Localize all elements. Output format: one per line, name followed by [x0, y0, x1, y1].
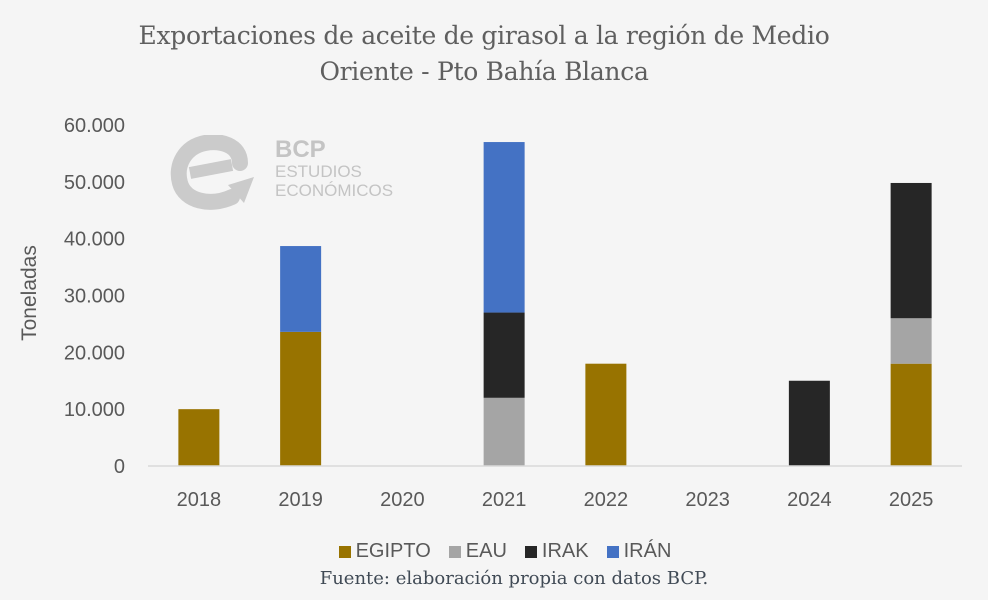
legend-item: IRÁN: [606, 540, 672, 563]
bar-eau-2025: [890, 318, 932, 364]
bar-eau-2021: [483, 397, 525, 466]
x-tick-label: 2025: [889, 489, 934, 511]
legend-swatch: [524, 545, 537, 558]
chart-plot: 0 10.000 20.000 30.000 40.000 50.000 60.000 201…: [64, 115, 962, 511]
legend-swatch: [338, 545, 351, 558]
y-tick-label: 50.000: [64, 172, 125, 194]
watermark-line-1: ESTUDIOS: [275, 162, 362, 181]
bar-iran-2019: [280, 246, 322, 332]
watermark: BCP ESTUDIOS ECONÓMICOS: [275, 136, 394, 201]
x-tick-label: 2018: [177, 489, 222, 511]
legend-item: EAU: [448, 540, 507, 563]
x-tick-label: 2019: [278, 489, 323, 511]
y-tick-label: 40.000: [64, 229, 125, 251]
bar-egipto-2025: [890, 363, 932, 466]
x-tick-label: 2022: [584, 489, 629, 511]
watermark-brand: BCP: [275, 136, 326, 163]
chart-title: Exportaciones de aceite de girasol a la …: [0, 18, 968, 90]
legend-item: IRAK: [524, 540, 589, 563]
bar-egipto-2022: [585, 363, 627, 466]
bar-irak-2025: [890, 182, 932, 319]
y-tick-label: 30.000: [64, 286, 125, 308]
legend-label: EAU: [465, 540, 507, 562]
legend-swatch: [606, 545, 619, 558]
legend: EGIPTO EAU IRAK IRÁN: [0, 540, 988, 563]
chart-title-line-2: Oriente - Pto Bahía Blanca: [319, 57, 649, 86]
y-tick-label: 0: [114, 456, 125, 478]
bcp-logo-icon: [170, 135, 254, 210]
bar-irak-2021: [483, 312, 525, 398]
y-tick-label: 60.000: [64, 115, 125, 137]
watermark-line-2: ECONÓMICOS: [275, 181, 394, 200]
chart-title-line-1: Exportaciones de aceite de girasol a la …: [138, 21, 830, 50]
x-tick-label: 2024: [787, 489, 832, 511]
bar-egipto-2019: [280, 331, 322, 466]
legend-label: EGIPTO: [355, 540, 431, 562]
y-tick-label: 10.000: [64, 399, 125, 421]
legend-label: IRÁN: [623, 540, 672, 562]
x-tick-label: 2021: [482, 489, 527, 511]
bar-irak-2024: [788, 380, 830, 466]
legend-swatch: [448, 545, 461, 558]
bar-iran-2021: [483, 142, 525, 313]
legend-item: EGIPTO: [338, 540, 431, 563]
y-tick-label: 20.000: [64, 342, 125, 364]
x-tick-label: 2020: [380, 489, 425, 511]
source-note: Fuente: elaboración propia con datos BCP…: [319, 568, 709, 589]
legend-label: IRAK: [541, 540, 589, 562]
x-tick-label: 2023: [685, 489, 730, 511]
bar-egipto-2018: [178, 409, 220, 466]
